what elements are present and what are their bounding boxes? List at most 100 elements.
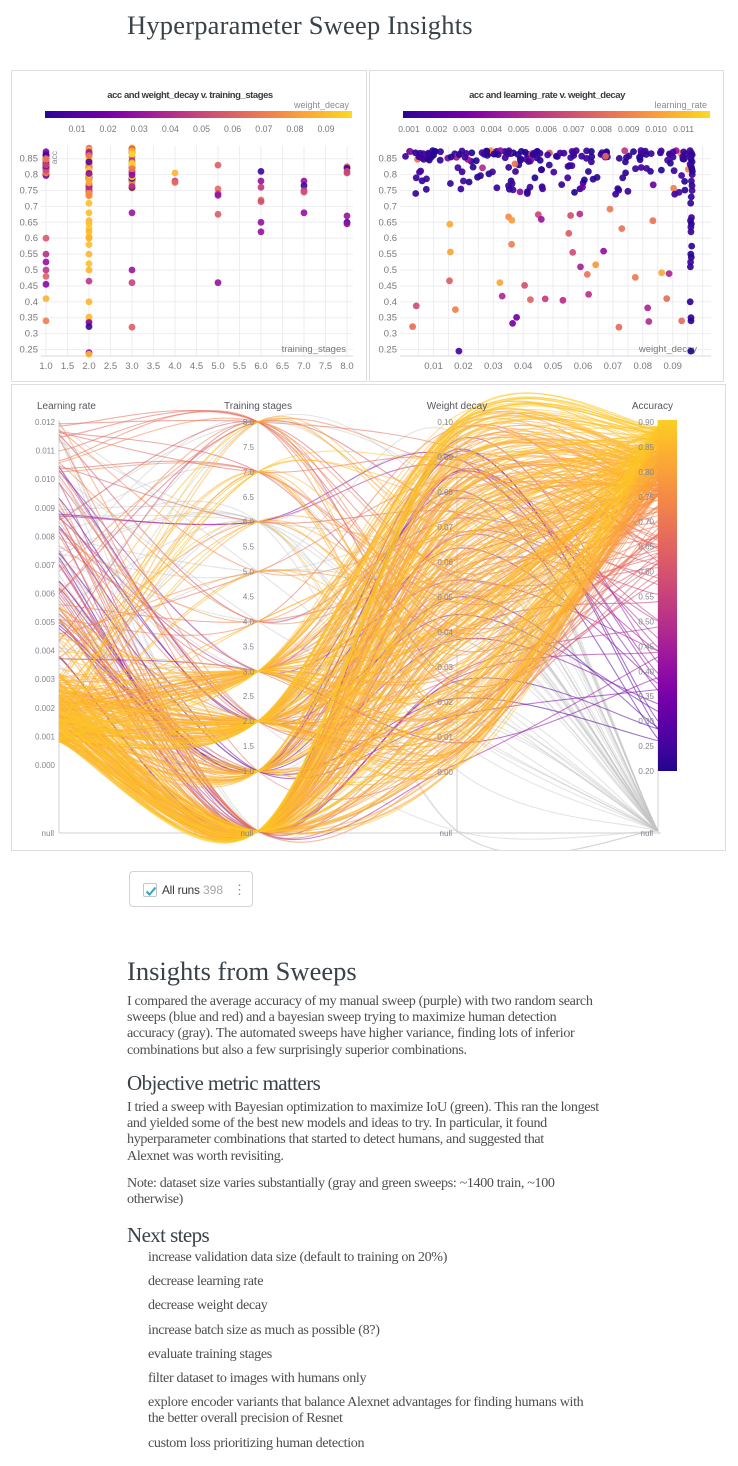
svg-text:0.002: 0.002 [426,124,448,134]
svg-text:8.0: 8.0 [340,361,353,372]
svg-text:6.5: 6.5 [276,361,289,372]
svg-text:0.8: 0.8 [25,170,38,181]
svg-text:6.0: 6.0 [243,518,255,527]
svg-text:4.0: 4.0 [168,361,181,372]
svg-text:0.85: 0.85 [20,154,39,165]
svg-text:3.0: 3.0 [243,667,255,676]
svg-text:0.85: 0.85 [638,443,654,452]
svg-text:5.5: 5.5 [243,543,255,552]
svg-text:0.01: 0.01 [68,124,85,134]
svg-text:0.010: 0.010 [645,124,667,134]
svg-text:0.50: 0.50 [638,617,654,626]
svg-text:0.10: 0.10 [437,418,453,427]
svg-text:7.0: 7.0 [297,361,310,372]
svg-text:0.05: 0.05 [437,593,453,602]
svg-text:training_stages: training_stages [282,344,347,355]
svg-text:0.08: 0.08 [286,124,303,134]
svg-text:0.07: 0.07 [255,124,272,134]
svg-text:0.30: 0.30 [638,717,654,726]
svg-text:0.06: 0.06 [437,558,453,567]
svg-text:0.20: 0.20 [638,767,654,776]
svg-text:null: null [641,829,654,838]
svg-text:6.0: 6.0 [254,361,267,372]
svg-text:0.005: 0.005 [508,124,530,134]
svg-text:Learning rate: Learning rate [37,401,96,412]
svg-text:0.02: 0.02 [100,124,117,134]
svg-text:0.35: 0.35 [379,313,398,324]
svg-text:0.75: 0.75 [379,186,398,197]
svg-text:0.03: 0.03 [484,361,503,372]
svg-text:Accuracy: Accuracy [632,401,673,412]
svg-text:0.007: 0.007 [35,561,56,570]
svg-text:0.05: 0.05 [544,361,563,372]
svg-text:0.4: 0.4 [25,297,38,308]
svg-text:3.0: 3.0 [125,361,138,372]
svg-text:1.5: 1.5 [243,742,255,751]
svg-text:0.07: 0.07 [437,523,453,532]
svg-text:5.5: 5.5 [233,361,246,372]
svg-text:0.60: 0.60 [638,568,654,577]
svg-text:0.25: 0.25 [20,345,39,356]
svg-text:weight_decay: weight_decay [638,344,697,355]
svg-text:0.8: 0.8 [384,170,397,181]
svg-text:0.6: 0.6 [384,233,397,244]
svg-text:0.04: 0.04 [514,361,533,372]
svg-text:0.55: 0.55 [638,593,654,602]
svg-text:3.5: 3.5 [147,361,160,372]
svg-text:0.001: 0.001 [35,732,56,741]
svg-text:4.5: 4.5 [243,593,255,602]
svg-text:0.4: 0.4 [384,297,397,308]
svg-text:1.0: 1.0 [39,361,52,372]
svg-text:0.40: 0.40 [638,667,654,676]
svg-text:Training stages: Training stages [224,401,292,412]
svg-text:weight_decay: weight_decay [293,100,350,110]
svg-text:0.45: 0.45 [20,281,39,292]
svg-text:2.0: 2.0 [243,717,255,726]
svg-text:0.3: 0.3 [384,329,397,340]
svg-text:0.002: 0.002 [35,704,56,713]
svg-text:7.5: 7.5 [243,443,255,452]
svg-text:acc and weight_decay v. traini: acc and weight_decay v. training_stages [107,90,273,101]
svg-text:4.0: 4.0 [243,617,255,626]
svg-text:0.006: 0.006 [35,590,56,599]
svg-text:0.45: 0.45 [379,281,398,292]
svg-text:0.011: 0.011 [673,124,694,134]
svg-text:0.25: 0.25 [379,345,398,356]
svg-text:0.08: 0.08 [437,488,453,497]
svg-text:Weight decay: Weight decay [427,401,487,412]
svg-text:0.08: 0.08 [634,361,653,372]
svg-text:acc: acc [49,150,59,164]
svg-text:0.011: 0.011 [36,447,56,456]
svg-text:1.5: 1.5 [61,361,74,372]
svg-text:0.35: 0.35 [20,313,39,324]
svg-text:3.5: 3.5 [243,642,255,651]
svg-text:0.65: 0.65 [20,217,39,228]
svg-text:2.5: 2.5 [104,361,117,372]
svg-text:null: null [42,829,55,838]
svg-text:5.0: 5.0 [211,361,224,372]
svg-text:0.001: 0.001 [398,124,420,134]
svg-text:0.09: 0.09 [663,361,682,372]
svg-text:0.5: 0.5 [384,265,397,276]
svg-text:0.01: 0.01 [424,361,443,372]
svg-text:1.0: 1.0 [243,767,255,776]
svg-text:0.009: 0.009 [618,124,640,134]
svg-text:0.009: 0.009 [35,504,56,513]
svg-text:0.55: 0.55 [20,249,39,260]
svg-text:0.7: 0.7 [384,201,397,212]
svg-text:0.70: 0.70 [638,518,654,527]
svg-text:0.006: 0.006 [536,124,558,134]
svg-text:0.07: 0.07 [604,361,623,372]
svg-text:0.02: 0.02 [437,698,453,707]
svg-text:0.008: 0.008 [590,124,612,134]
svg-text:0.90: 0.90 [638,418,654,427]
svg-text:0.004: 0.004 [35,647,56,656]
svg-text:0.7: 0.7 [25,201,38,212]
svg-text:null: null [241,829,254,838]
svg-text:7.5: 7.5 [319,361,332,372]
svg-text:0.65: 0.65 [638,543,654,552]
svg-text:0.03: 0.03 [131,124,148,134]
svg-text:learning_rate: learning_rate [654,100,707,110]
svg-text:4.5: 4.5 [190,361,203,372]
svg-text:5.0: 5.0 [243,568,255,577]
